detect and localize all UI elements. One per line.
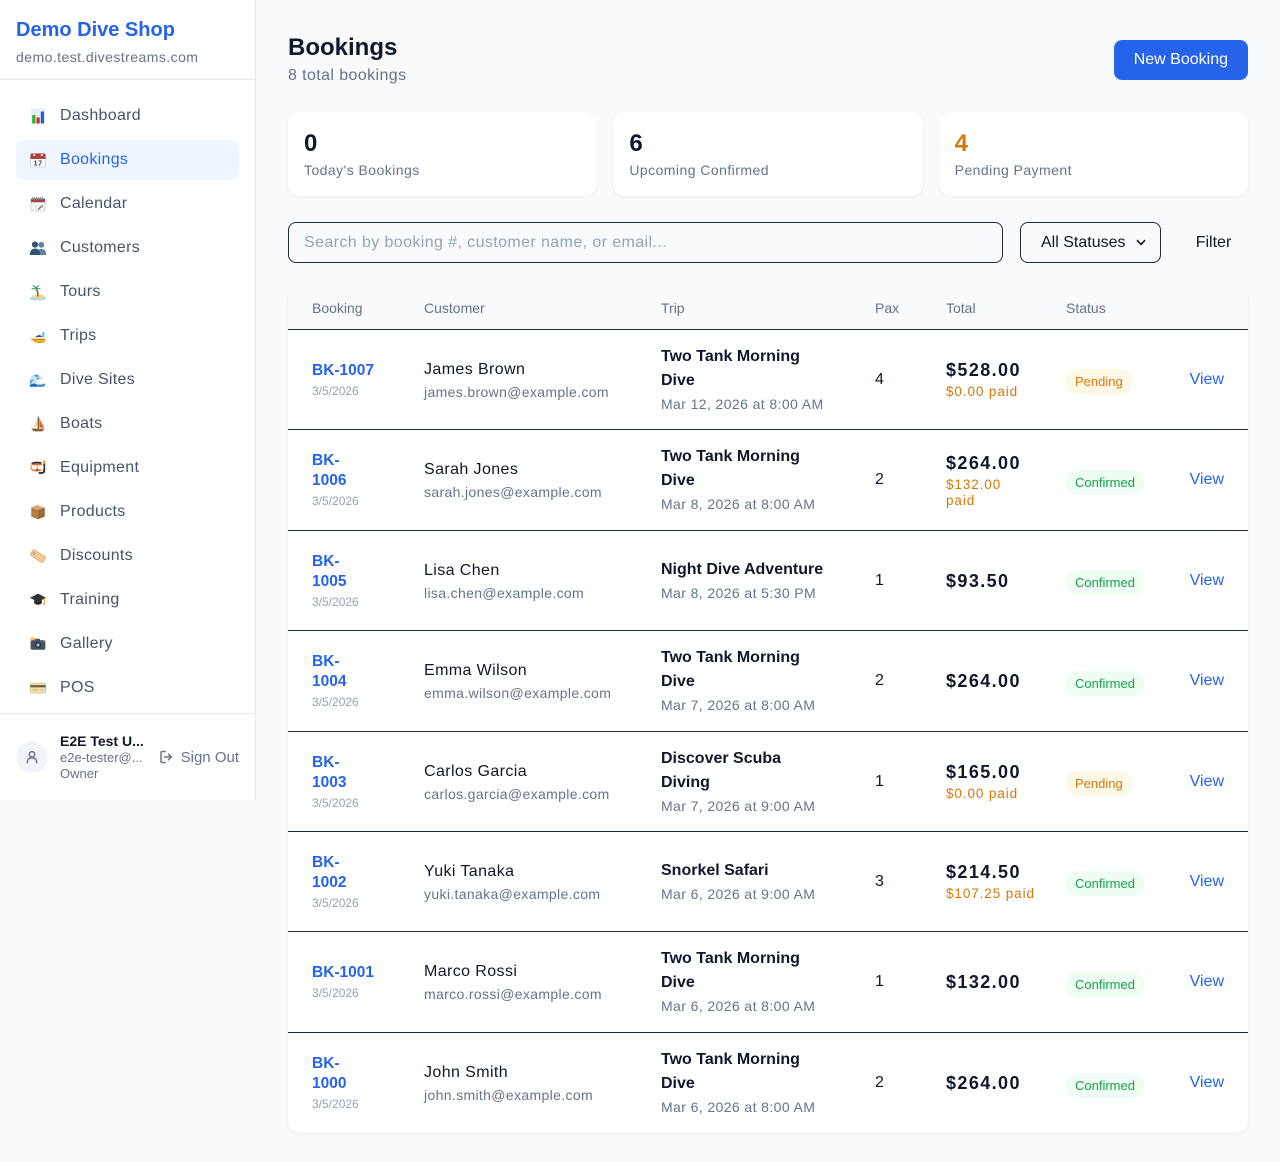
svg-text:17: 17 [34,159,43,168]
